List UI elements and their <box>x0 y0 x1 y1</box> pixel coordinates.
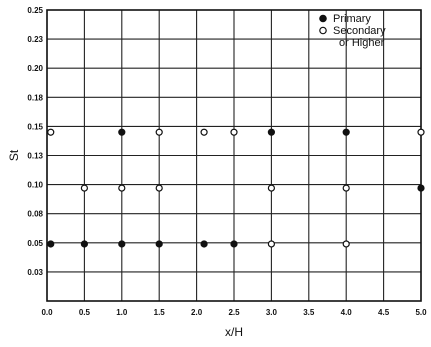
plot-frame <box>46 9 422 302</box>
secondary-point <box>155 184 163 192</box>
y-tick-label: 0.13 <box>27 152 43 161</box>
x-tick-label: 2.0 <box>191 308 203 317</box>
y-tick-label: 0.15 <box>27 122 43 131</box>
primary-point <box>155 240 163 248</box>
x-tick-label: 4.0 <box>341 308 353 317</box>
secondary-point <box>342 240 350 248</box>
secondary-point <box>47 128 55 136</box>
x-tick-label: 3.0 <box>266 308 278 317</box>
x-tick-label: 2.5 <box>228 308 240 317</box>
secondary-point <box>342 184 350 192</box>
y-tick-label: 0.08 <box>27 210 43 219</box>
primary-point <box>267 128 275 136</box>
legend-marker-primary <box>319 14 327 23</box>
secondary-point <box>155 128 163 136</box>
primary-point <box>342 128 350 136</box>
primary-point <box>80 240 89 248</box>
secondary-point <box>118 184 126 192</box>
primary-point <box>230 240 238 248</box>
legend-label-primary: Primary <box>333 13 371 25</box>
secondary-point <box>267 184 275 192</box>
primary-point <box>47 240 55 248</box>
x-tick-label: 1.0 <box>116 308 128 317</box>
secondary-point <box>230 128 238 136</box>
y-axis-title: St <box>7 149 21 161</box>
x-tick-label: 5.0 <box>415 308 427 317</box>
primary-point <box>417 184 425 192</box>
secondary-point <box>267 240 275 248</box>
primary-point <box>118 128 126 136</box>
y-tick-label: 0.05 <box>27 239 43 248</box>
x-axis-title: x/H <box>225 325 243 339</box>
legend-marker-secondary <box>319 26 327 35</box>
y-tick-label: 0.03 <box>27 268 43 277</box>
secondary-point <box>417 128 425 136</box>
tick-labels: 0.0 0.5 1.0 1.5 2.0 2.5 3.0 3.5 4.0 4.5 5.0 0.03 0.0… <box>27 6 427 317</box>
y-tick-label: 0.23 <box>27 35 43 44</box>
grid <box>46 9 422 301</box>
data-points <box>47 128 425 248</box>
y-tick-label: 0.18 <box>27 93 43 102</box>
legend-label-secondary: Secondary or Higher <box>333 25 386 49</box>
x-tick-label: 0.0 <box>41 308 53 317</box>
x-tick-label: 4.5 <box>378 308 390 317</box>
x-tick-label: 1.5 <box>154 308 166 317</box>
primary-point <box>118 240 126 248</box>
secondary-point <box>200 128 208 136</box>
x-tick-label: 3.5 <box>303 308 315 317</box>
y-tick-label: 0.20 <box>27 64 43 73</box>
primary-point <box>200 240 208 248</box>
y-tick-label: 0.10 <box>27 181 43 190</box>
secondary-point <box>80 184 89 192</box>
y-tick-label: 0.25 <box>27 6 43 15</box>
x-tick-label: 0.5 <box>79 308 91 317</box>
